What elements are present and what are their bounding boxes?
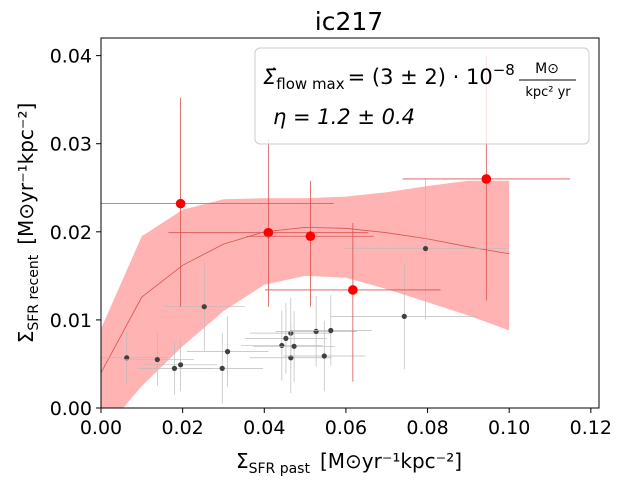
eta-annotation: η = 1.2 ± 0.4 xyxy=(273,105,415,129)
annotation-box-frame xyxy=(254,47,590,145)
plot-frame xyxy=(100,37,600,409)
flow-value: = (3 ± 2) · 10 xyxy=(348,65,493,89)
red-data-point xyxy=(348,285,358,295)
red-data-point xyxy=(481,174,492,184)
y-tick-label: 0.04 xyxy=(50,46,92,68)
gray-data-point xyxy=(422,245,429,252)
x-tick-label: 0.12 xyxy=(570,417,612,439)
y-tick-label: 0.02 xyxy=(50,222,92,244)
gray-points-layer xyxy=(101,178,508,404)
axis-ticks: 0.00 0.02 0.04 0.06 0.08 0.10 0.12 0.00 0.01 0.02… xyxy=(50,46,612,439)
x-tick-label: 0.08 xyxy=(406,417,448,439)
x-axis-title-sub: SFR past xyxy=(249,461,311,477)
y-axis-title-sub: SFR recent xyxy=(26,254,42,330)
y-axis-title: ΣSFR recent [M⊙yr⁻¹kpc⁻²] xyxy=(14,103,42,344)
red-data-point xyxy=(263,227,274,238)
y-axis-title-sigma: Σ xyxy=(14,331,38,344)
x-axis-title: ΣSFR past [M⊙yr⁻¹kpc⁻²] xyxy=(236,449,462,477)
x-axis-title-sigma: Σ xyxy=(236,449,249,473)
flow-max-annotation: Σ̇flow max = (3 ± 2) · 10−8 xyxy=(263,61,515,93)
y-tick-label: 0.01 xyxy=(50,310,92,332)
gray-data-point xyxy=(124,355,130,361)
gray-data-point xyxy=(321,353,327,359)
chart-title: ic217 xyxy=(315,7,383,36)
gray-data-point xyxy=(283,335,289,342)
annotation-box: Σ̇flow max = (3 ± 2) · 10−8 M⊙ kpc² yr η … xyxy=(254,47,590,145)
flow-symbol: Σ̇ xyxy=(263,65,277,89)
gray-data-point xyxy=(401,313,407,319)
flow-exponent: −8 xyxy=(493,61,515,79)
gray-data-point xyxy=(201,304,207,310)
y-axis-title-units: [M⊙yr⁻¹kpc⁻²] xyxy=(14,103,38,245)
x-tick-label: 0.04 xyxy=(243,417,285,439)
x-tick-label: 0.00 xyxy=(80,417,122,439)
model-band-layer xyxy=(101,180,510,408)
gray-data-point xyxy=(154,356,160,363)
gray-data-point xyxy=(219,365,225,371)
flow-subscript: flow max xyxy=(276,75,344,93)
gray-data-point xyxy=(279,342,285,349)
gray-data-point xyxy=(313,328,319,334)
model-center-line xyxy=(101,226,510,373)
gray-data-point xyxy=(328,327,334,334)
y-tick-label: 0.00 xyxy=(50,398,92,420)
gray-data-point xyxy=(171,365,178,371)
gray-data-point xyxy=(177,362,184,368)
flow-unit-numerator: M⊙ xyxy=(535,61,559,77)
gray-data-point xyxy=(291,343,297,349)
red-data-point xyxy=(175,198,186,209)
y-tick-label: 0.03 xyxy=(50,134,92,156)
gray-data-point xyxy=(288,355,294,361)
flow-unit-denominator: kpc² yr xyxy=(525,85,571,100)
red-data-point xyxy=(305,231,316,242)
x-axis-title-units: [M⊙yr⁻¹kpc⁻²] xyxy=(320,449,462,473)
x-tick-label: 0.06 xyxy=(325,417,367,439)
x-tick-label: 0.02 xyxy=(161,417,203,439)
model-band xyxy=(101,180,510,408)
x-tick-label: 0.10 xyxy=(488,417,530,439)
gray-data-point xyxy=(224,349,231,355)
